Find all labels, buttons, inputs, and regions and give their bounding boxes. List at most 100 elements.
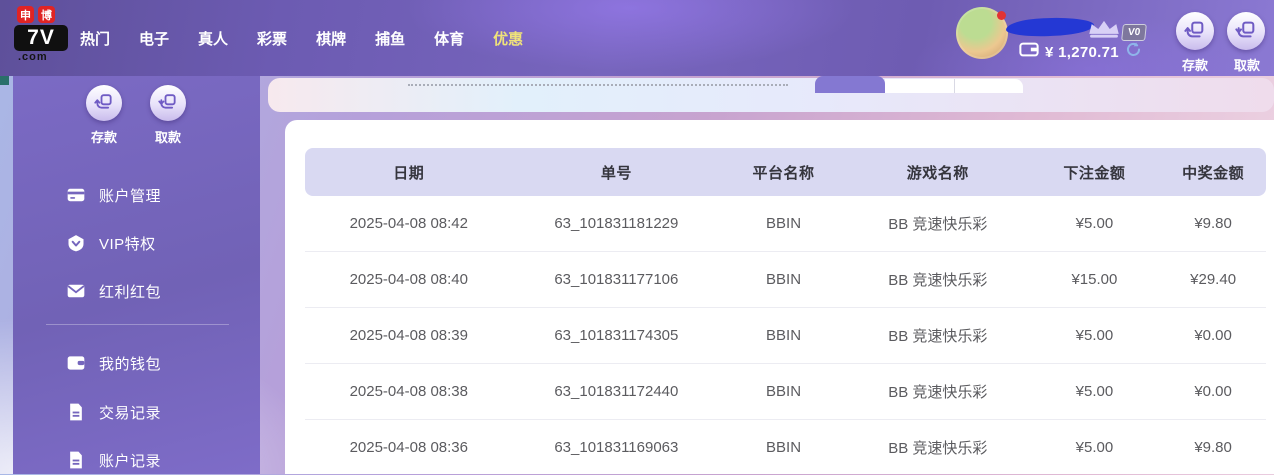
nav-item-lottery[interactable]: 彩票 <box>257 30 288 48</box>
deposit-icon <box>1184 18 1206 45</box>
table-cell: BB 竞速快乐彩 <box>888 272 988 289</box>
table-cell: BBIN <box>766 215 802 232</box>
table-cell: ¥0.00 <box>1194 327 1232 344</box>
table-row: 2025-04-08 08:40 63_101831177106 BBIN BB 竞速… <box>305 251 1266 307</box>
table-cell: 63_101831172440 <box>554 383 679 400</box>
sidebar-item-account-management[interactable]: 账户管理 <box>66 181 161 209</box>
nav-item-fishing[interactable]: 捕鱼 <box>375 30 406 48</box>
table-cell: 63_101831174305 <box>554 327 679 344</box>
sidebar-item-my-wallet[interactable]: 我的钱包 <box>66 349 161 377</box>
withdraw-button[interactable] <box>1227 12 1265 50</box>
column-header: 日期 <box>393 164 425 182</box>
main-nav: 热门 电子 真人 彩票 棋牌 捕鱼 体育 优惠 <box>80 0 523 76</box>
logo-suffix-text: .com <box>18 51 48 63</box>
table-cell: 2025-04-08 08:40 <box>349 271 468 288</box>
tab-partial-active[interactable] <box>815 76 885 93</box>
table-cell: ¥29.40 <box>1190 271 1237 288</box>
dotted-divider <box>408 84 788 86</box>
tab-partial-2[interactable] <box>885 79 955 93</box>
wallet-icon <box>1019 42 1039 62</box>
table-cell: BB 竞速快乐彩 <box>888 216 988 233</box>
table-header-row: 日期 单号 平台名称 游戏名称 下注金额 中奖金额 <box>305 148 1266 196</box>
table-row: 2025-04-08 08:42 63_101831181229 BBIN BB 竞速… <box>305 196 1266 251</box>
table-body: 2025-04-08 08:42 63_101831181229 BBIN BB 竞速… <box>305 196 1266 475</box>
table-cell: ¥9.80 <box>1194 439 1232 456</box>
nav-item-promotions[interactable]: 优惠 <box>493 30 524 48</box>
betting-records-card: 日期 单号 平台名称 游戏名称 下注金额 中奖金额 2025-04-08 08:42 63_… <box>285 120 1274 474</box>
nav-item-hot[interactable]: 热门 <box>80 30 111 48</box>
table-cell: 2025-04-08 08:42 <box>349 215 468 232</box>
sidebar-divider <box>46 324 229 325</box>
top-navbar: 申 博 7V .com 热门 电子 真人 彩票 棋牌 捕鱼 体育 优惠 V0 ¥… <box>0 0 1274 76</box>
table-cell: BB 竞速快乐彩 <box>888 328 988 345</box>
balance-area: ¥ 1,270.71 <box>1019 41 1142 63</box>
column-header: 游戏名称 <box>906 164 969 182</box>
nav-item-live[interactable]: 真人 <box>198 30 229 48</box>
logo-badge-shen: 申 <box>17 6 34 23</box>
balance-amount: ¥ 1,270.71 <box>1045 43 1119 61</box>
vip-shield-icon <box>66 233 86 253</box>
logo-main-text: 7V <box>14 25 68 51</box>
deposit-icon <box>94 91 114 116</box>
table-cell: BBIN <box>766 439 802 456</box>
table-cell: BBIN <box>766 271 802 288</box>
red-packet-icon <box>66 281 86 301</box>
table-cell: ¥0.00 <box>1194 383 1232 400</box>
column-header: 平台名称 <box>752 164 815 182</box>
sidebar-withdraw-button[interactable] <box>150 85 186 121</box>
table-row: 2025-04-08 08:36 63_101831169063 BBIN BB 竞速… <box>305 419 1266 475</box>
tab-partial-3[interactable] <box>955 79 1023 93</box>
column-header: 单号 <box>600 164 632 182</box>
vip-crown-icon <box>1086 19 1122 44</box>
refresh-balance-icon[interactable] <box>1125 41 1142 63</box>
deposit-button[interactable] <box>1176 12 1214 50</box>
sidebar-item-vip-privileges[interactable]: VIP特权 <box>66 229 156 257</box>
logo-badge-bo: 博 <box>38 6 55 23</box>
table-cell: ¥9.80 <box>1194 215 1232 232</box>
sidebar: 存款 取款 账户管理 VIP特权 <box>13 76 260 474</box>
withdraw-icon <box>1235 18 1257 45</box>
table-cell: ¥5.00 <box>1075 383 1114 400</box>
sidebar-item-label: 红利红包 <box>99 283 162 301</box>
site-logo[interactable]: 申 博 7V .com <box>14 6 72 63</box>
table-cell: BBIN <box>766 383 802 400</box>
wallet-icon <box>66 353 86 373</box>
sidebar-item-transaction-records[interactable]: 交易记录 <box>66 398 161 426</box>
sidebar-item-label: VIP特权 <box>99 235 156 253</box>
table-row: 2025-04-08 08:39 63_101831174305 BBIN BB 竞速… <box>305 307 1266 363</box>
sidebar-item-label: 账户管理 <box>99 187 162 205</box>
nav-item-sports[interactable]: 体育 <box>434 30 465 48</box>
withdraw-button-label: 取款 <box>1233 58 1260 73</box>
table-cell: BB 竞速快乐彩 <box>888 384 988 401</box>
nav-item-electronic[interactable]: 电子 <box>139 30 170 48</box>
table-cell: 2025-04-08 08:39 <box>349 327 468 344</box>
sidebar-deposit-button[interactable] <box>86 85 122 121</box>
sidebar-item-bonus-red-packet[interactable]: 红利红包 <box>66 277 161 305</box>
document-icon <box>66 450 86 470</box>
table-cell: ¥5.00 <box>1075 439 1114 456</box>
upper-panel-partial <box>268 78 1274 112</box>
table-cell: ¥5.00 <box>1075 327 1114 344</box>
notification-dot <box>997 11 1006 20</box>
table-cell: BBIN <box>766 327 802 344</box>
column-header: 中奖金额 <box>1182 164 1245 182</box>
sidebar-item-account-records[interactable]: 账户记录 <box>66 446 161 474</box>
logo-badges: 申 博 <box>17 6 72 23</box>
sidebar-item-label: 账户记录 <box>99 452 162 470</box>
sidebar-deposit-label: 存款 <box>90 130 117 145</box>
nav-item-chess[interactable]: 棋牌 <box>316 30 347 48</box>
table-cell: ¥5.00 <box>1075 215 1114 232</box>
column-header: 下注金额 <box>1063 164 1126 182</box>
sidebar-item-label: 交易记录 <box>99 404 162 422</box>
table-cell: 63_101831169063 <box>554 439 679 456</box>
bank-card-icon <box>66 185 86 205</box>
table-cell: BB 竞速快乐彩 <box>888 440 988 457</box>
table-cell: 63_101831177106 <box>554 271 679 288</box>
table-row: 2025-04-08 08:38 63_101831172440 BBIN BB 竞速… <box>305 363 1266 419</box>
document-icon <box>66 402 86 422</box>
deposit-button-label: 存款 <box>1181 58 1208 73</box>
table-cell: 2025-04-08 08:38 <box>349 383 468 400</box>
withdraw-icon <box>158 91 178 116</box>
sidebar-item-label: 我的钱包 <box>99 355 162 373</box>
vip-level-badge: V0 <box>1121 24 1148 41</box>
